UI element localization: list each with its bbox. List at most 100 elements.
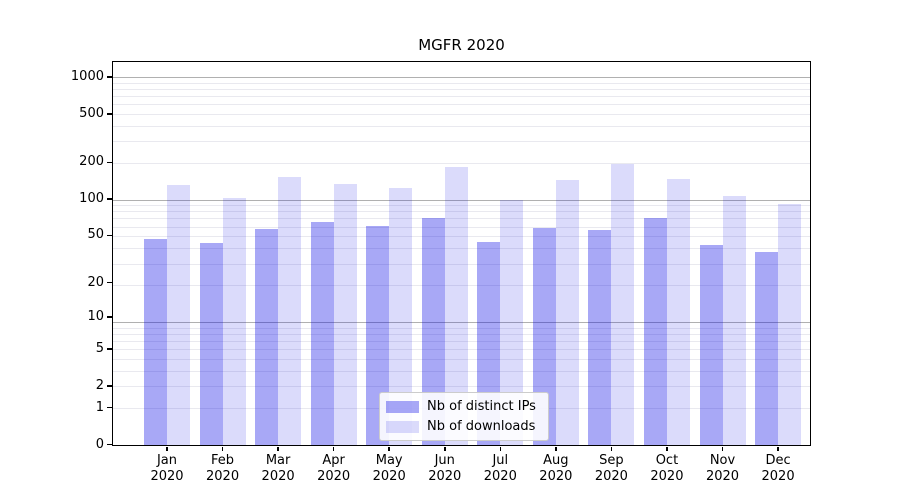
gridline-minor: [112, 218, 811, 220]
bar-distinct-ips-jun: [421, 217, 445, 446]
x-tick-label-year: 2020: [539, 469, 573, 484]
gridline-minor: [112, 333, 811, 335]
gridline-minor: [112, 113, 811, 115]
bar-distinct-ips-oct: [643, 218, 667, 446]
y-tick-mark: [107, 234, 112, 237]
x-tick-mark: [332, 446, 335, 451]
bar-distinct-ips-may: [366, 226, 390, 446]
gridline-minor: [112, 236, 811, 238]
bar-distinct-ips-mar: [255, 229, 279, 446]
bar-distinct-ips-nov: [699, 244, 723, 446]
y-tick-label: 10: [87, 308, 104, 324]
legend-label-distinct-ips: Nb of distinct IPs: [427, 399, 536, 414]
y-tick-label: 1: [95, 399, 104, 415]
gridline-major: [112, 322, 811, 323]
x-tick-label-month: Feb: [211, 453, 235, 468]
legend-swatch-downloads: [386, 420, 419, 433]
legend-label-downloads: Nb of downloads: [427, 419, 536, 434]
y-tick-label: 500: [79, 105, 104, 121]
x-tick-mark: [555, 446, 557, 451]
gridline-minor: [112, 358, 811, 360]
y-tick-mark: [107, 406, 112, 409]
gridline-minor: [112, 349, 811, 351]
y-tick-label: 50: [87, 227, 104, 243]
legend-row-downloads: Nb of downloads: [386, 419, 538, 434]
x-tick-mark: [277, 446, 279, 451]
x-tick-label-month: Sep: [599, 453, 624, 468]
x-tick-label-year: 2020: [317, 469, 351, 484]
gridline-major: [112, 77, 811, 78]
y-tick-mark: [107, 113, 112, 115]
x-tick-label-month: Jun: [434, 453, 455, 468]
y-tick-label: 200: [79, 154, 104, 170]
x-tick-label-month: Jan: [156, 453, 178, 468]
x-tick-label-year: 2020: [705, 469, 740, 484]
bar-downloads-jan: [167, 185, 190, 446]
plot-area: [112, 61, 811, 446]
gridline-minor: [112, 248, 811, 250]
gridline-minor: [112, 263, 811, 265]
x-tick-label-month: Apr: [322, 453, 345, 468]
bar-downloads-aug: [555, 180, 579, 446]
bar-distinct-ips-jan: [144, 238, 167, 446]
y-tick-label: 5: [95, 341, 104, 357]
gridline-minor: [112, 95, 811, 97]
bar-downloads-nov: [722, 196, 746, 446]
bar-downloads-jun: [444, 166, 468, 446]
x-tick-mark: [388, 446, 390, 451]
x-tick-label-month: Mar: [265, 453, 291, 468]
gridline-minor: [112, 162, 811, 164]
gridline-minor: [112, 104, 811, 106]
bar-distinct-ips-dec: [755, 252, 779, 446]
bar-downloads-sep: [611, 164, 635, 446]
gridline-minor: [112, 82, 811, 84]
x-tick-mark: [221, 446, 224, 451]
x-tick-label-month: Oct: [655, 453, 679, 468]
x-tick-label-year: 2020: [483, 469, 517, 484]
bar-downloads-may: [389, 187, 413, 446]
gridline-minor: [112, 327, 811, 329]
x-tick-label-year: 2020: [206, 469, 240, 484]
x-tick-label-year: 2020: [650, 469, 684, 484]
y-tick-mark: [107, 348, 112, 350]
bar-downloads-jul: [500, 200, 524, 446]
x-tick-mark: [499, 446, 502, 451]
bar-downloads-oct: [666, 179, 690, 446]
bar-downloads-feb: [222, 197, 246, 446]
y-tick-mark: [107, 385, 112, 387]
bar-distinct-ips-aug: [532, 228, 556, 446]
x-tick-label-month: Nov: [709, 453, 736, 468]
y-tick-label: 1000: [70, 68, 104, 84]
x-tick-label-year: 2020: [761, 469, 795, 484]
gridline-minor: [112, 141, 811, 143]
bar-distinct-ips-apr: [310, 222, 334, 446]
x-tick-label-year: 2020: [594, 469, 628, 484]
x-tick-label-month: Dec: [765, 453, 791, 468]
gridline-minor: [112, 370, 811, 372]
x-tick-mark: [444, 446, 446, 451]
legend-swatch-distinct-ips: [386, 400, 419, 413]
bar-distinct-ips-feb: [199, 243, 223, 446]
x-tick-mark: [666, 446, 668, 451]
y-tick-mark: [107, 443, 112, 446]
y-tick-mark: [107, 76, 112, 78]
x-tick-mark: [610, 446, 613, 451]
chart-title: MGFR 2020: [418, 36, 505, 54]
legend: Nb of distinct IPs Nb of downloads: [379, 392, 549, 441]
legend-row-distinct-ips: Nb of distinct IPs: [386, 399, 538, 414]
bar-downloads-dec: [778, 204, 802, 446]
y-tick-mark: [107, 316, 112, 318]
y-tick-label: 2: [95, 378, 104, 394]
gridline-minor: [112, 226, 811, 228]
gridline-minor: [112, 340, 811, 342]
x-tick-mark: [721, 446, 724, 451]
x-tick-label-month: May: [375, 453, 403, 468]
y-tick-mark: [107, 198, 112, 200]
x-tick-label-year: 2020: [372, 469, 406, 484]
gridline-minor: [112, 88, 811, 90]
gridline-minor: [112, 125, 811, 127]
bar-distinct-ips-sep: [588, 229, 612, 446]
y-tick-mark: [107, 281, 112, 284]
x-tick-label-year: 2020: [261, 469, 295, 484]
